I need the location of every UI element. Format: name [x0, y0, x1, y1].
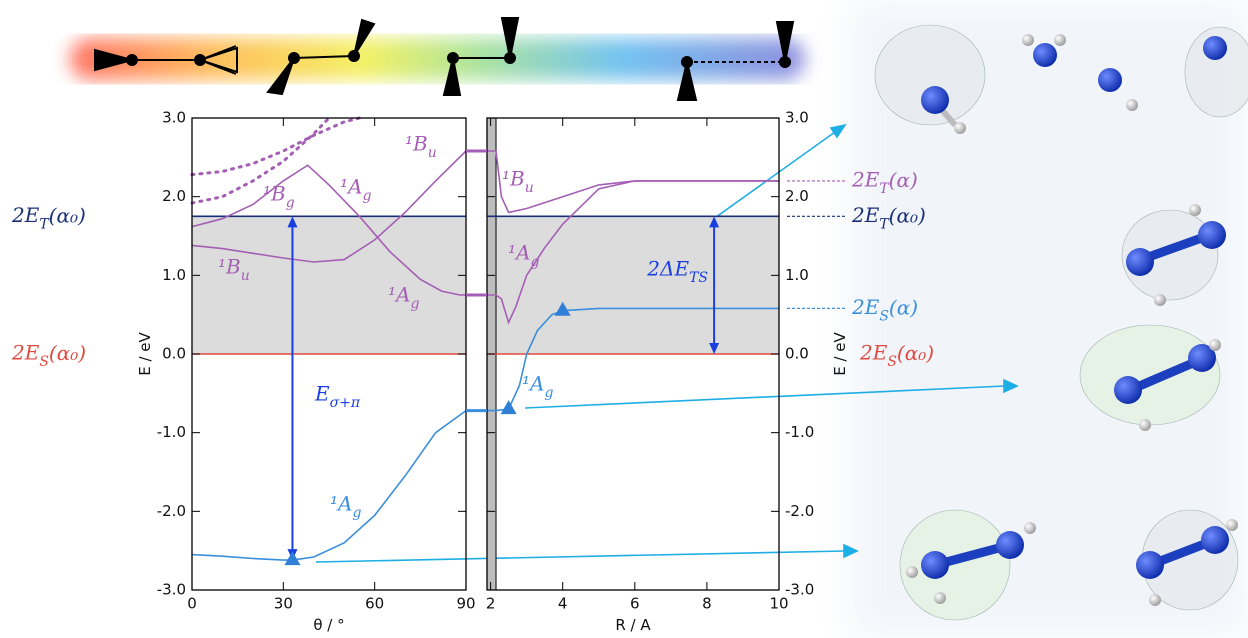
figure: 2ET(α₀) 2ES(α₀) ¹Bu ¹Bg ¹Ag ¹Bu ¹Ag ¹Ag Eσ+π -3.0… [0, 0, 1248, 638]
y-tick-label: 3.0 [162, 109, 186, 127]
x-tick-label: 30 [274, 595, 293, 613]
y-tick-label: -3.0 [157, 581, 186, 599]
curve-label: ¹Bu [502, 167, 534, 197]
curve-label: ¹Ag [522, 372, 553, 402]
curve [192, 118, 329, 203]
y-tick-label: 1.0 [162, 266, 186, 284]
curve [192, 118, 359, 175]
marker [501, 400, 517, 414]
x-tick-label: 0 [187, 595, 197, 613]
curve-label: ¹Bg [263, 182, 295, 212]
y-tick-label: -1.0 [785, 423, 814, 441]
shaded-region [192, 216, 466, 354]
y-tick-label: -1.0 [157, 423, 186, 441]
y-tick-label: -3.0 [785, 581, 814, 599]
marker [284, 551, 300, 565]
y-tick-label: -2.0 [157, 502, 186, 520]
y-tick-label: 2.0 [785, 187, 809, 205]
y-tick-label: 1.0 [785, 266, 809, 284]
curve-label: ¹Ag [330, 492, 361, 522]
x-tick-label: 8 [702, 595, 712, 613]
y-tick-label: 3.0 [785, 109, 809, 127]
shaded-region [487, 216, 779, 354]
x-tick-label: 2 [486, 595, 496, 613]
x-tick-label: 6 [630, 595, 640, 613]
reference-label: 2ET(α₀) [11, 203, 86, 233]
panel: 2ET(α₀)2ES(α₀)¹Bu¹Bg¹Ag¹Bu¹Ag¹AgEσ+π-3.0… [11, 109, 476, 635]
y-axis-label: E / eV [136, 331, 154, 375]
arrow-label: Eσ+π [314, 382, 361, 412]
y-tick-label: 2.0 [162, 187, 186, 205]
x-tick-label: 90 [456, 595, 475, 613]
curve-label: ¹Bu [405, 132, 437, 162]
y-tick-label: 0.0 [785, 345, 809, 363]
y-axis-label: E / eV [831, 331, 849, 375]
y-tick-label: -2.0 [785, 502, 814, 520]
x-tick-label: 4 [558, 595, 568, 613]
x-axis-label: R / A [615, 616, 651, 634]
x-axis-label: θ / ° [313, 616, 344, 634]
curve-label: ¹Ag [340, 175, 371, 205]
x-tick-label: 10 [769, 595, 788, 613]
y-tick-label: 0.0 [162, 345, 186, 363]
x-tick-label: 60 [365, 595, 384, 613]
reference-label: 2ES(α₀) [11, 341, 86, 371]
curve [192, 411, 466, 560]
